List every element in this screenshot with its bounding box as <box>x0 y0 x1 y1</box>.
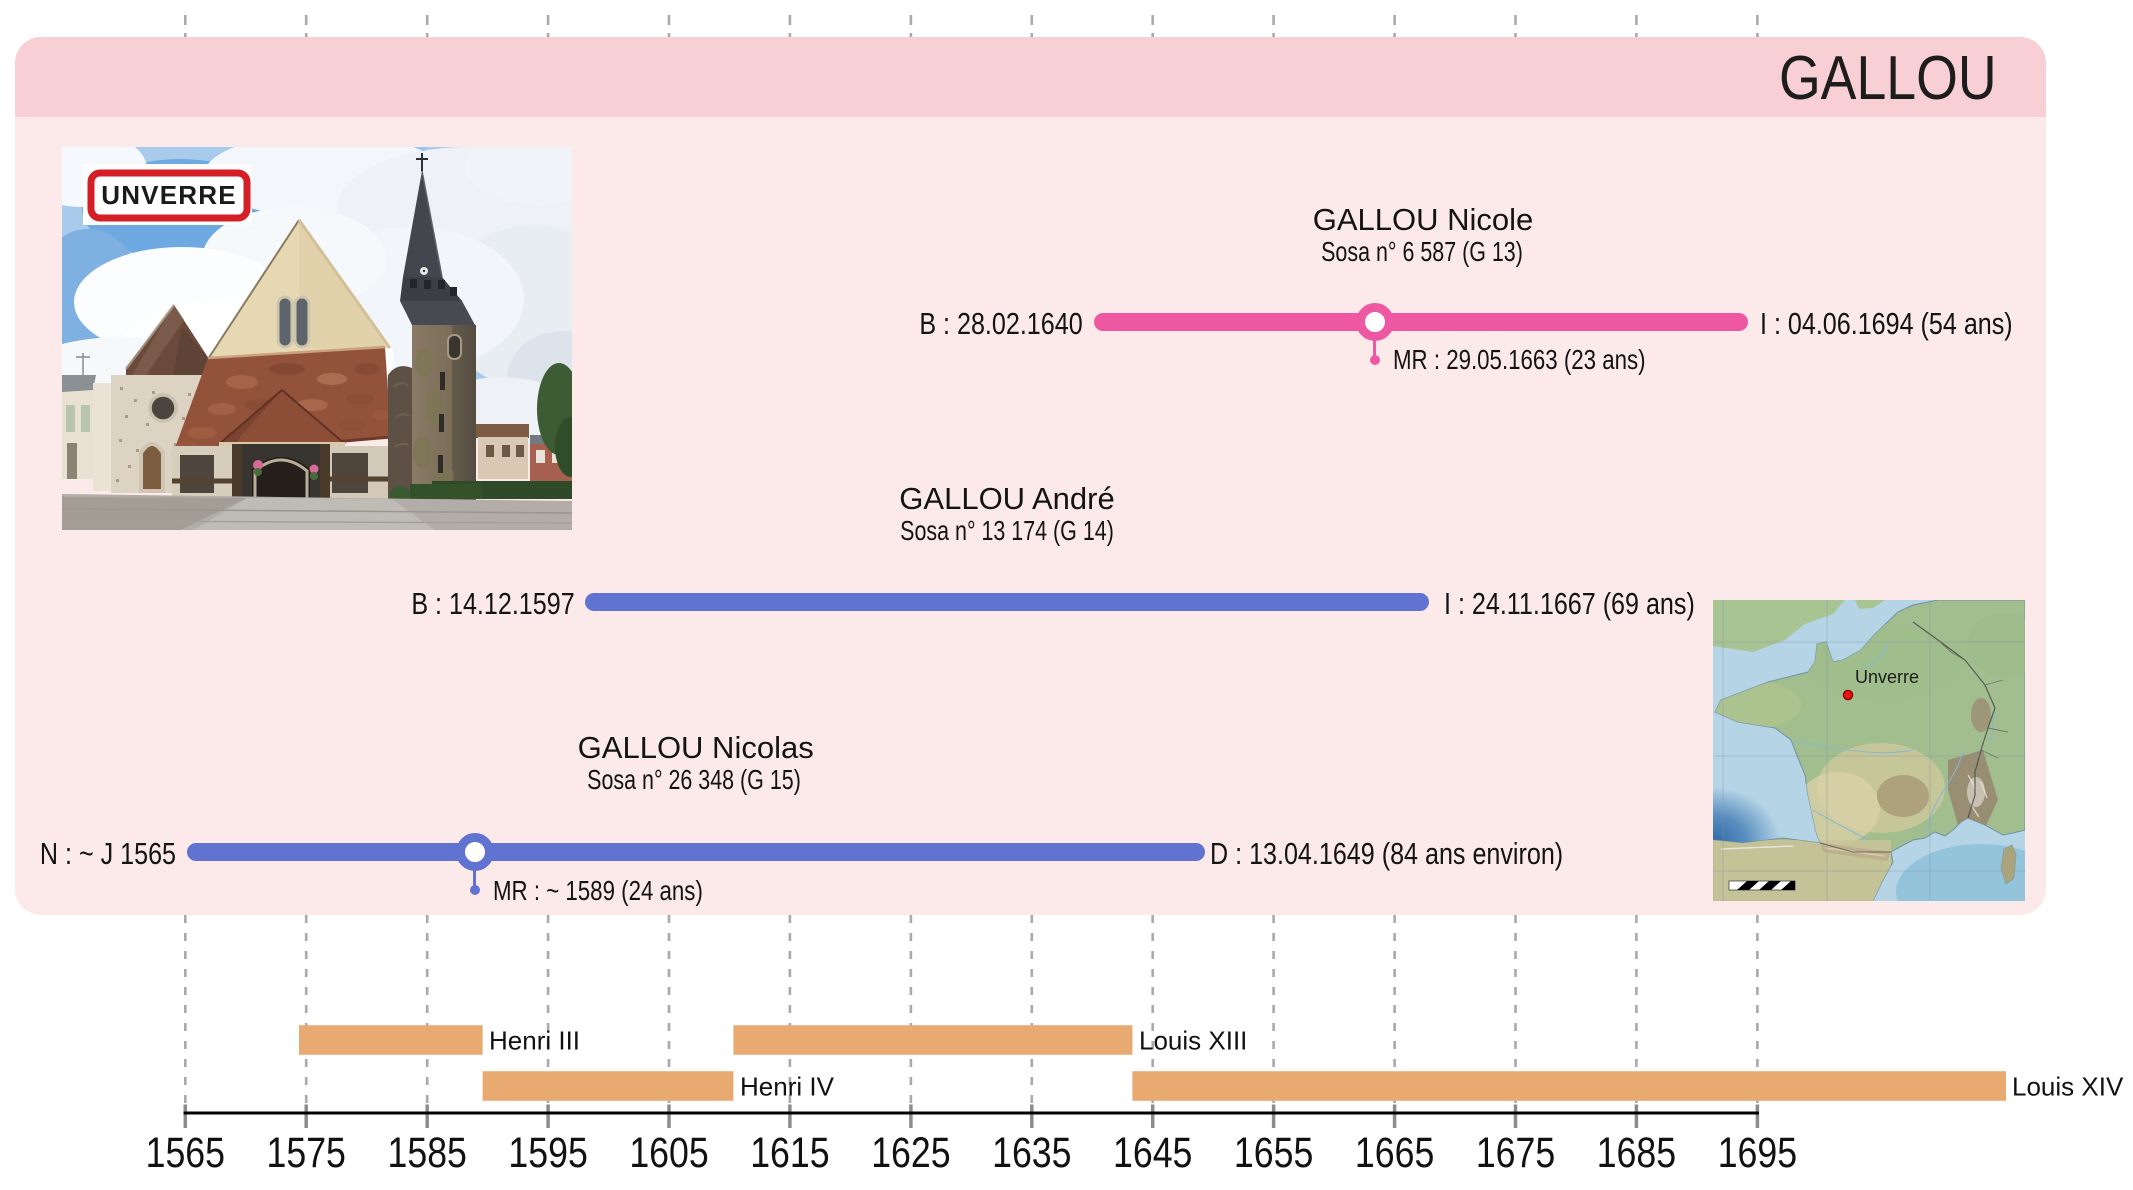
svg-text:1605: 1605 <box>629 1129 708 1177</box>
svg-text:1695: 1695 <box>1718 1129 1797 1177</box>
svg-text:1675: 1675 <box>1476 1129 1555 1177</box>
svg-text:1595: 1595 <box>508 1129 587 1177</box>
svg-text:Unverre: Unverre <box>1855 667 1919 687</box>
svg-text:Louis XIII: Louis XIII <box>1139 1026 1247 1056</box>
svg-text:1615: 1615 <box>750 1129 829 1177</box>
svg-text:1645: 1645 <box>1113 1129 1192 1177</box>
svg-text:1575: 1575 <box>267 1129 346 1177</box>
svg-text:Louis XIV: Louis XIV <box>2012 1072 2124 1102</box>
svg-text:1665: 1665 <box>1355 1129 1434 1177</box>
svg-text:1685: 1685 <box>1597 1129 1676 1177</box>
svg-text:1655: 1655 <box>1234 1129 1313 1177</box>
svg-text:1565: 1565 <box>146 1129 225 1177</box>
svg-text:Henri III: Henri III <box>489 1026 580 1056</box>
svg-text:Henri IV: Henri IV <box>740 1072 835 1102</box>
svg-text:1625: 1625 <box>871 1129 950 1177</box>
svg-text:1635: 1635 <box>992 1129 1071 1177</box>
svg-text:UNVERRE: UNVERRE <box>101 180 237 210</box>
svg-text:1585: 1585 <box>388 1129 467 1177</box>
